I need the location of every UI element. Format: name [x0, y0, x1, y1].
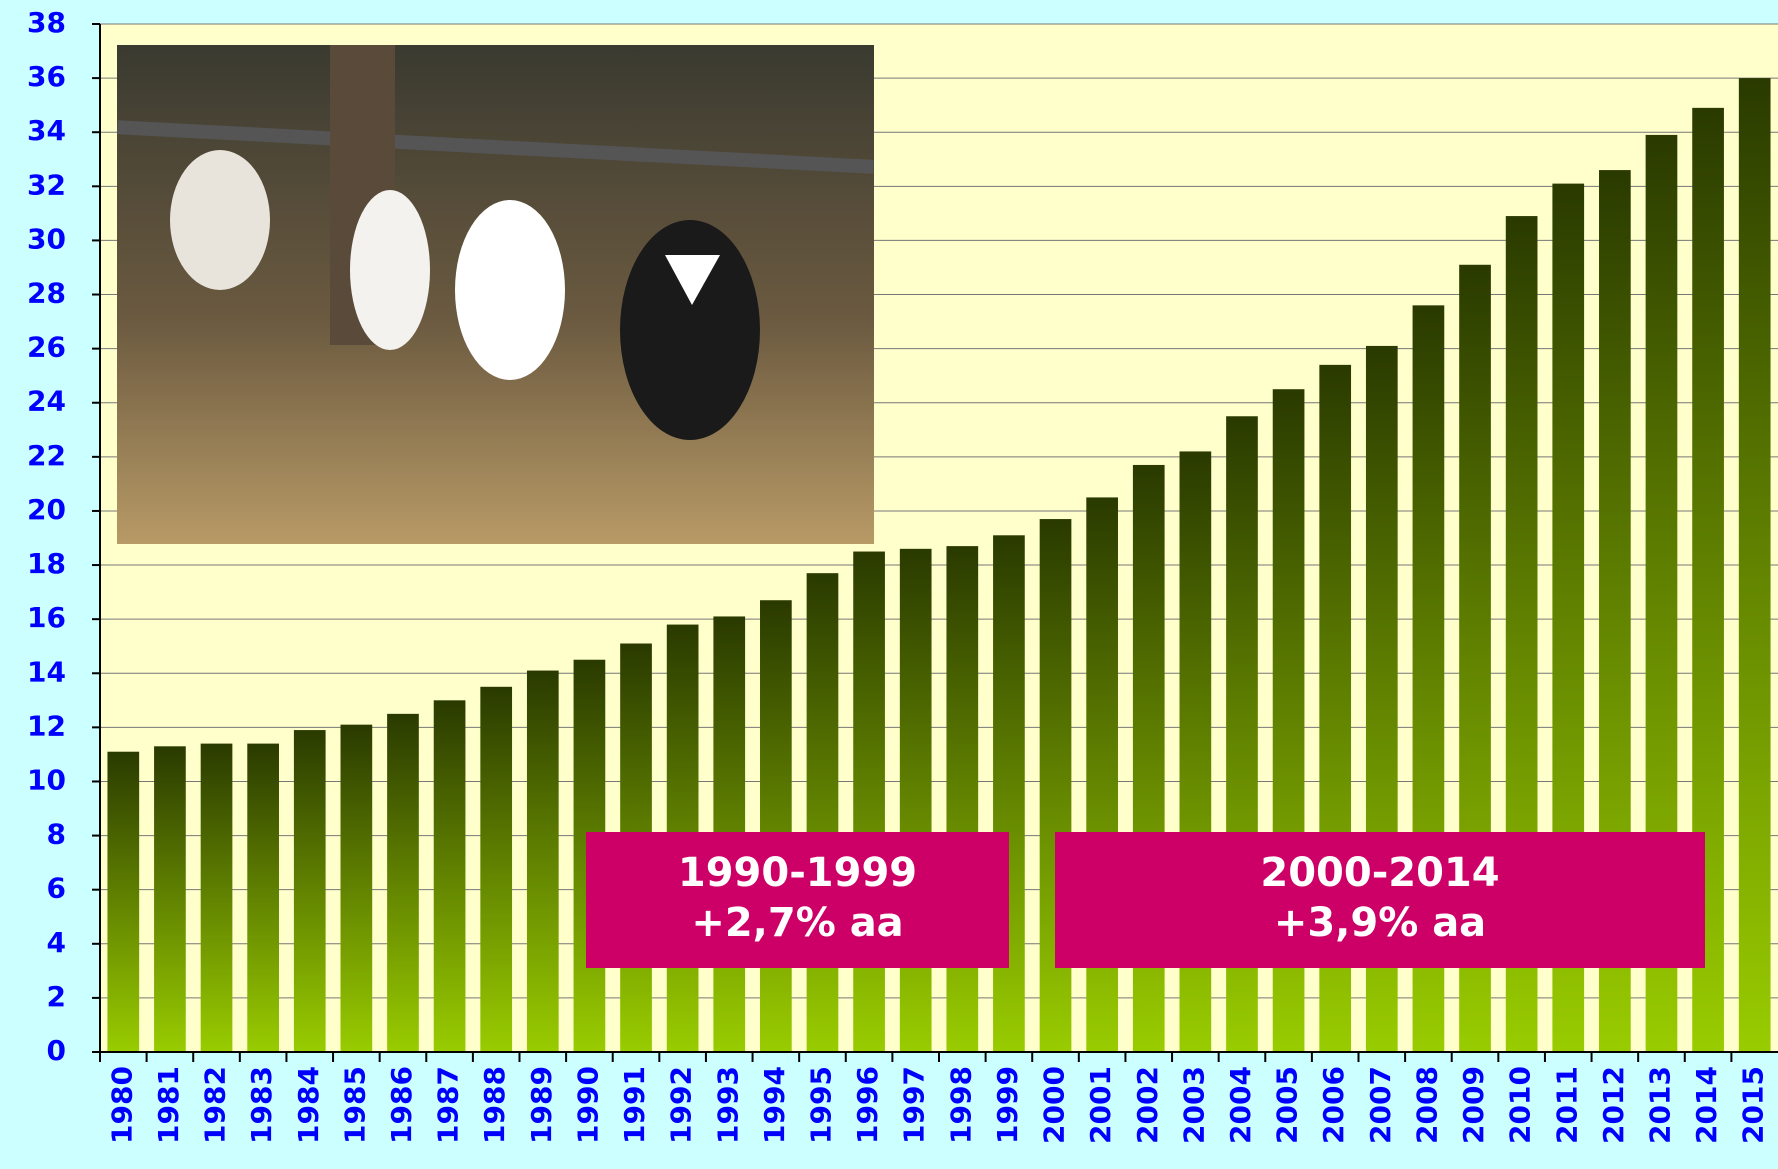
y-tick-label: 14: [27, 655, 66, 688]
y-tick-label: 10: [27, 763, 66, 796]
x-tick-label: 1996: [851, 1066, 884, 1144]
y-tick-label: 32: [27, 168, 66, 201]
x-tick-label: 1986: [385, 1066, 418, 1144]
bar: [1738, 78, 1771, 1052]
bar: [899, 548, 932, 1052]
y-tick-label: 0: [47, 1034, 66, 1067]
x-tick-label: 1985: [338, 1066, 371, 1144]
bar: [760, 600, 792, 1052]
x-tick-label: 2003: [1177, 1066, 1210, 1144]
x-tick-label: 2008: [1410, 1066, 1443, 1144]
x-tick-label: 1997: [898, 1066, 931, 1144]
photo-cow: [350, 190, 430, 350]
x-tick-label: 2015: [1737, 1066, 1770, 1144]
x-tick-label: 1995: [804, 1066, 837, 1144]
y-tick-label: 4: [47, 926, 66, 959]
bar: [200, 743, 233, 1052]
x-tick-label: 2002: [1131, 1066, 1164, 1144]
bar: [387, 713, 419, 1052]
x-tick-label: 1988: [478, 1066, 511, 1144]
y-tick-label: 30: [27, 222, 66, 255]
y-tick-label: 24: [27, 385, 66, 418]
y-tick-label: 20: [27, 493, 66, 526]
bar: [107, 751, 140, 1052]
x-tick-label: 1981: [152, 1066, 185, 1144]
bar: [154, 746, 186, 1052]
y-tick-label: 18: [27, 547, 66, 580]
bar: [806, 573, 839, 1052]
x-tick-label: 2006: [1317, 1066, 1350, 1144]
x-tick-label: 2012: [1597, 1066, 1630, 1144]
x-tick-label: 2009: [1457, 1066, 1490, 1144]
x-tick-label: 1980: [105, 1066, 138, 1144]
bar: [1039, 519, 1072, 1052]
y-tick-label: 16: [27, 601, 66, 634]
y-tick-label: 28: [27, 277, 66, 310]
bar: [433, 700, 466, 1052]
bar: [946, 546, 979, 1052]
photo-cow: [170, 150, 270, 290]
y-tick-label: 26: [27, 331, 66, 364]
x-tick-label: 1999: [991, 1066, 1024, 1144]
y-tick-label: 12: [27, 709, 66, 742]
photo-cow: [455, 200, 565, 380]
annotation-text: +2,7% aa: [691, 900, 903, 946]
bar: [853, 551, 885, 1052]
annotation-text: 1990-1999: [678, 850, 917, 896]
x-tick-label: 2000: [1038, 1066, 1071, 1144]
x-tick-label: 1991: [618, 1066, 651, 1144]
x-tick-label: 2005: [1271, 1066, 1304, 1144]
x-tick-label: 1982: [199, 1066, 232, 1144]
bar: [340, 724, 373, 1052]
x-tick-label: 1987: [432, 1066, 465, 1144]
y-tick-label: 2: [47, 980, 66, 1013]
y-tick-label: 34: [27, 114, 66, 147]
y-tick-label: 38: [27, 6, 66, 39]
x-tick-label: 1994: [758, 1066, 791, 1144]
y-tick-label: 6: [47, 872, 66, 905]
annotation-box: [1055, 832, 1705, 968]
bar: [480, 686, 513, 1052]
bar: [526, 670, 559, 1052]
photo-cow-mark: [665, 255, 720, 305]
x-tick-label: 2007: [1364, 1066, 1397, 1144]
y-tick-label: 8: [47, 818, 66, 851]
bar: [293, 730, 326, 1052]
y-tick-label: 22: [27, 439, 66, 472]
photo: [117, 45, 874, 544]
bar: [1086, 497, 1118, 1053]
x-tick-label: 1989: [525, 1066, 558, 1144]
bar: [993, 535, 1025, 1052]
x-tick-label: 1984: [292, 1066, 325, 1144]
photo-cow: [620, 220, 760, 440]
annotation-box: [586, 832, 1009, 968]
x-tick-label: 1992: [665, 1066, 698, 1144]
x-tick-label: 1990: [571, 1066, 604, 1144]
x-tick-label: 2014: [1690, 1066, 1723, 1144]
x-tick-label: 1998: [944, 1066, 977, 1144]
annotation-text: 2000-2014: [1260, 850, 1499, 896]
photo-rail: [117, 120, 874, 174]
bar: [247, 743, 279, 1052]
y-tick-label: 36: [27, 60, 66, 93]
x-tick-label: 1993: [711, 1066, 744, 1144]
x-tick-label: 2010: [1504, 1066, 1537, 1144]
x-tick-label: 2011: [1550, 1066, 1583, 1144]
x-tick-label: 1983: [245, 1066, 278, 1144]
annotation-text: +3,9% aa: [1274, 900, 1486, 946]
x-tick-label: 2004: [1224, 1066, 1257, 1144]
x-tick-label: 2013: [1643, 1066, 1676, 1144]
x-tick-label: 2001: [1084, 1066, 1117, 1144]
